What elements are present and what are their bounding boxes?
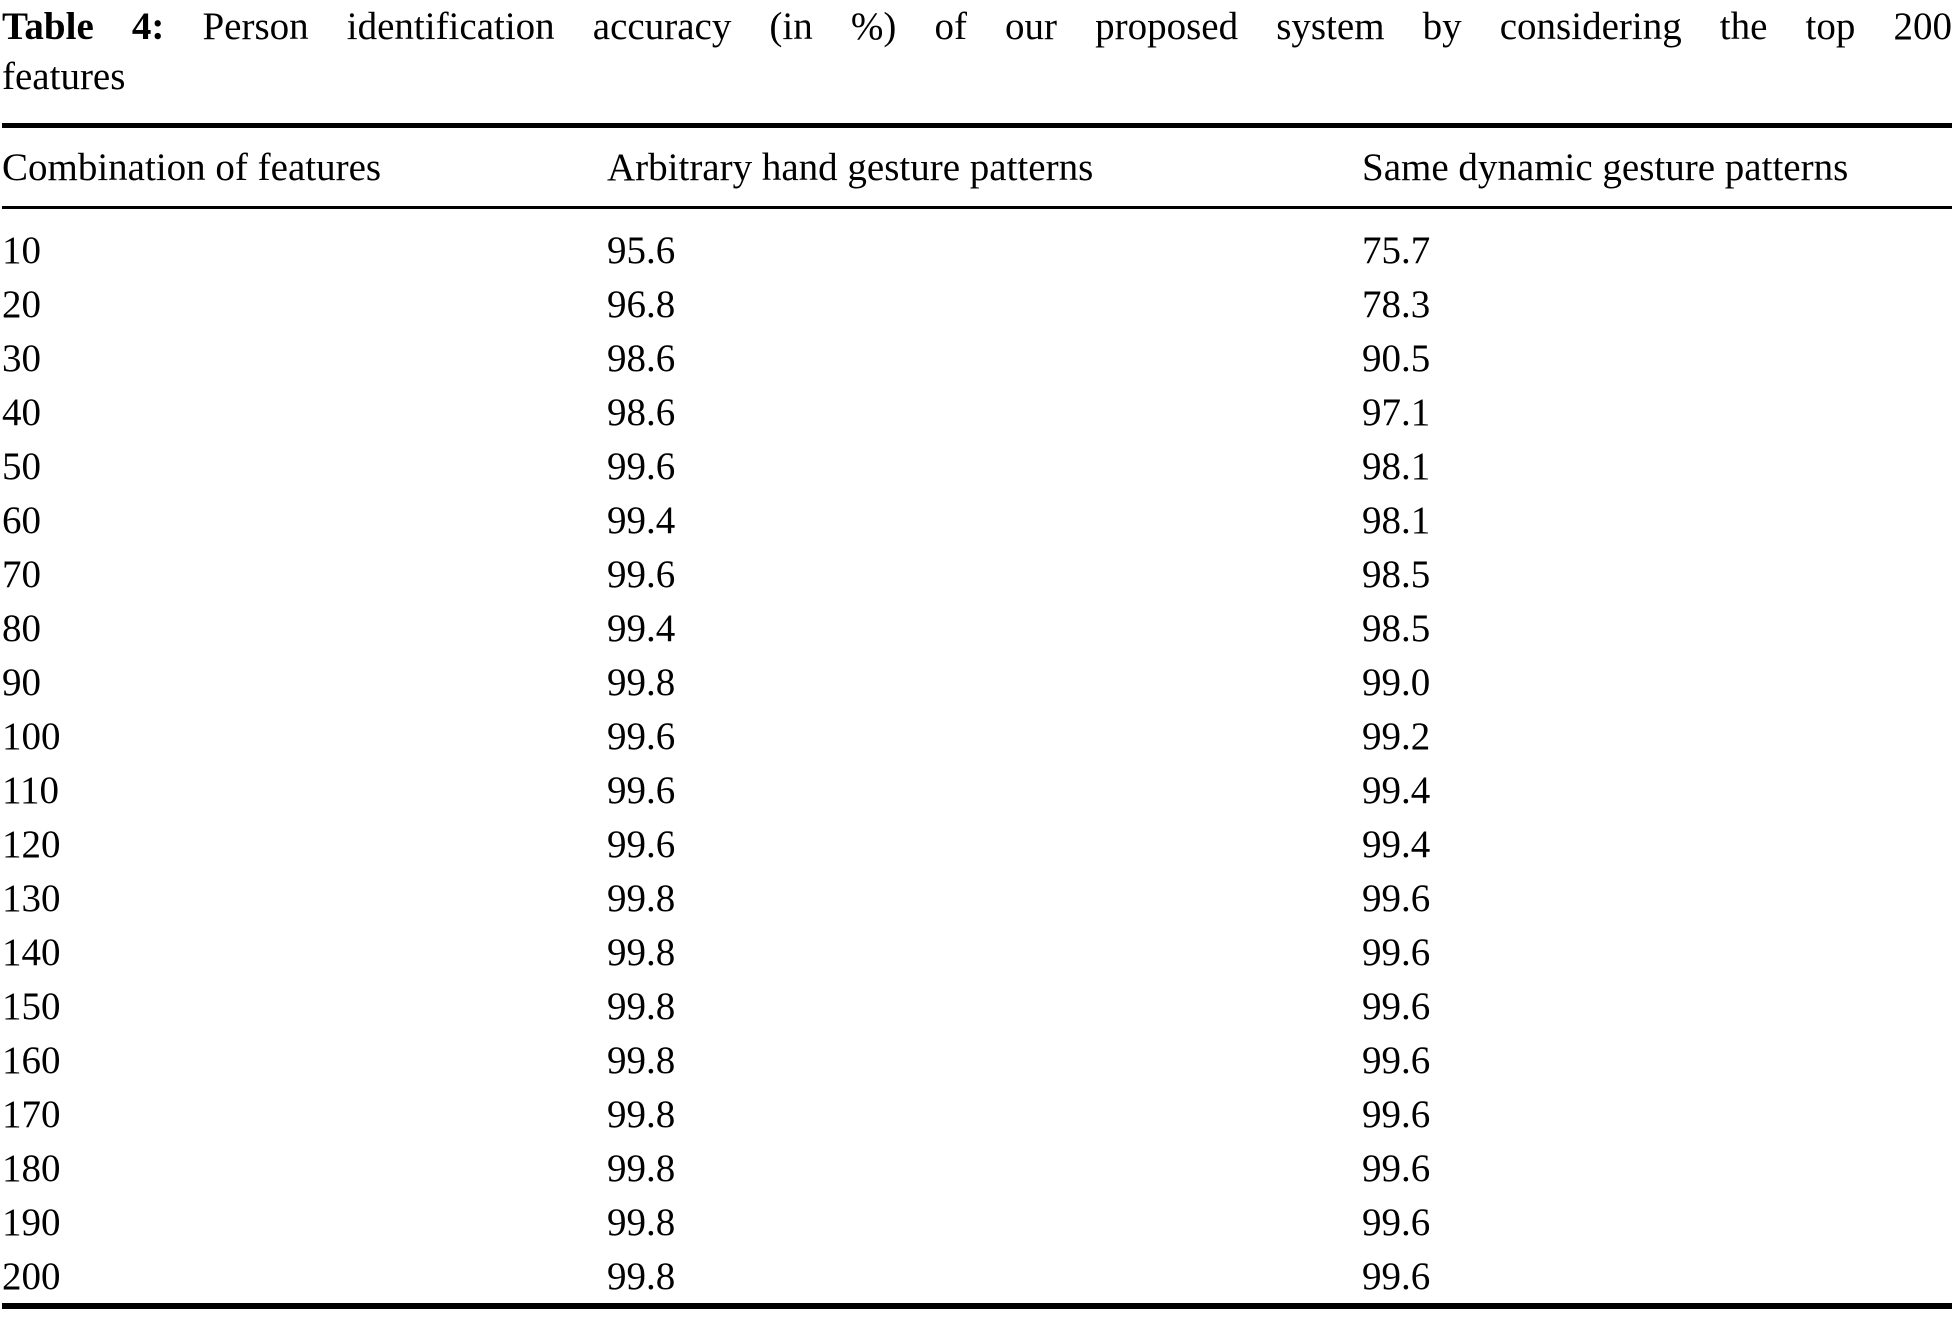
table-row: 60 99.4 98.1 [2,493,1952,547]
table-row: 110 99.6 99.4 [2,763,1952,817]
cell-same-dynamic-gesture-accuracy: 98.5 [1362,606,1431,650]
cell-arbitrary-hand-gesture-accuracy: 99.8 [607,660,676,704]
cell-arbitrary-hand-gesture-accuracy: 99.8 [607,1254,676,1298]
cell-same-dynamic-gesture-accuracy: 98.1 [1362,444,1431,488]
cell-combination-of-features: 30 [2,336,41,380]
cell-combination-of-features: 80 [2,606,41,650]
table-row: 90 99.8 99.0 [2,655,1952,709]
cell-combination-of-features: 190 [2,1200,61,1244]
cell-same-dynamic-gesture-accuracy: 98.5 [1362,552,1431,596]
cell-combination-of-features: 130 [2,876,61,920]
cell-arbitrary-hand-gesture-accuracy: 99.6 [607,822,676,866]
table-row: 10 95.6 75.7 [2,208,1952,278]
cell-arbitrary-hand-gesture-accuracy: 98.6 [607,336,676,380]
table-row: 190 99.8 99.6 [2,1195,1952,1249]
table-caption-text: Person identification accuracy (in %) of… [202,5,1953,48]
cell-same-dynamic-gesture-accuracy: 99.4 [1362,768,1431,812]
cell-same-dynamic-gesture-accuracy: 99.6 [1362,1200,1431,1244]
cell-arbitrary-hand-gesture-accuracy: 99.6 [607,444,676,488]
table-row: 20 96.8 78.3 [2,277,1952,331]
cell-arbitrary-hand-gesture-accuracy: 99.6 [607,552,676,596]
cell-combination-of-features: 180 [2,1146,61,1190]
cell-combination-of-features: 200 [2,1254,61,1298]
table-row: 50 99.6 98.1 [2,439,1952,493]
cell-combination-of-features: 110 [2,768,60,812]
table-row: 40 98.6 97.1 [2,385,1952,439]
cell-arbitrary-hand-gesture-accuracy: 99.8 [607,1092,676,1136]
table-caption-line2: features [2,55,126,98]
table-row: 130 99.8 99.6 [2,871,1952,925]
cell-same-dynamic-gesture-accuracy: 99.0 [1362,660,1431,704]
cell-combination-of-features: 140 [2,930,61,974]
cell-combination-of-features: 170 [2,1092,61,1136]
cell-same-dynamic-gesture-accuracy: 99.6 [1362,1146,1431,1190]
cell-same-dynamic-gesture-accuracy: 99.6 [1362,876,1431,920]
cell-same-dynamic-gesture-accuracy: 99.6 [1362,1254,1431,1298]
cell-arbitrary-hand-gesture-accuracy: 98.6 [607,390,676,434]
cell-same-dynamic-gesture-accuracy: 99.2 [1362,714,1431,758]
cell-same-dynamic-gesture-accuracy: 99.6 [1362,1038,1431,1082]
cell-same-dynamic-gesture-accuracy: 99.6 [1362,984,1431,1028]
cell-arbitrary-hand-gesture-accuracy: 99.6 [607,768,676,812]
cell-same-dynamic-gesture-accuracy: 98.1 [1362,498,1431,542]
header-same-dynamic-gesture-patterns: Same dynamic gesture patterns [1362,125,1952,209]
header-combination-of-features: Combination of features [2,125,607,209]
cell-same-dynamic-gesture-accuracy: 99.6 [1362,930,1431,974]
cell-arbitrary-hand-gesture-accuracy: 99.4 [607,606,676,650]
cell-combination-of-features: 90 [2,660,41,704]
table-caption: Table 4: Person identification accuracy … [2,2,1952,102]
cell-arbitrary-hand-gesture-accuracy: 99.8 [607,1200,676,1244]
cell-same-dynamic-gesture-accuracy: 99.6 [1362,1092,1431,1136]
cell-same-dynamic-gesture-accuracy: 90.5 [1362,336,1431,380]
table-caption-line1: Table 4: Person identification accuracy … [2,2,1952,52]
table-row: 30 98.6 90.5 [2,331,1952,385]
cell-arbitrary-hand-gesture-accuracy: 99.8 [607,876,676,920]
table-row: 140 99.8 99.6 [2,925,1952,979]
cell-combination-of-features: 50 [2,444,41,488]
cell-arbitrary-hand-gesture-accuracy: 99.8 [607,984,676,1028]
table-row: 200 99.8 99.6 [2,1249,1952,1306]
cell-arbitrary-hand-gesture-accuracy: 99.8 [607,930,676,974]
table-row: 120 99.6 99.4 [2,817,1952,871]
table-row: 180 99.8 99.6 [2,1141,1952,1195]
cell-combination-of-features: 40 [2,390,41,434]
cell-same-dynamic-gesture-accuracy: 97.1 [1362,390,1431,434]
cell-arbitrary-hand-gesture-accuracy: 96.8 [607,282,676,326]
cell-same-dynamic-gesture-accuracy: 78.3 [1362,282,1431,326]
table-header-row: Combination of features Arbitrary hand g… [2,125,1952,209]
cell-combination-of-features: 120 [2,822,61,866]
cell-combination-of-features: 160 [2,1038,61,1082]
table-row: 70 99.6 98.5 [2,547,1952,601]
table-row: 160 99.8 99.6 [2,1033,1952,1087]
results-table: Combination of features Arbitrary hand g… [2,123,1952,1309]
cell-arbitrary-hand-gesture-accuracy: 99.8 [607,1038,676,1082]
table-caption-label: Table 4: [2,5,165,48]
cell-same-dynamic-gesture-accuracy: 99.4 [1362,822,1431,866]
table-row: 170 99.8 99.6 [2,1087,1952,1141]
cell-same-dynamic-gesture-accuracy: 75.7 [1362,228,1431,272]
cell-arbitrary-hand-gesture-accuracy: 99.4 [607,498,676,542]
header-arbitrary-hand-gesture-patterns: Arbitrary hand gesture patterns [607,125,1362,209]
table-row: 150 99.8 99.6 [2,979,1952,1033]
cell-arbitrary-hand-gesture-accuracy: 99.6 [607,714,676,758]
cell-combination-of-features: 150 [2,984,61,1028]
table-row: 100 99.6 99.2 [2,709,1952,763]
table-body: 10 95.6 75.7 20 96.8 78.3 30 98.6 90.5 40 98.6 97.1… [2,208,1952,1307]
cell-combination-of-features: 60 [2,498,41,542]
cell-arbitrary-hand-gesture-accuracy: 99.8 [607,1146,676,1190]
cell-combination-of-features: 10 [2,228,41,272]
cell-combination-of-features: 70 [2,552,41,596]
cell-arbitrary-hand-gesture-accuracy: 95.6 [607,228,676,272]
table-row: 80 99.4 98.5 [2,601,1952,655]
cell-combination-of-features: 20 [2,282,41,326]
cell-combination-of-features: 100 [2,714,61,758]
